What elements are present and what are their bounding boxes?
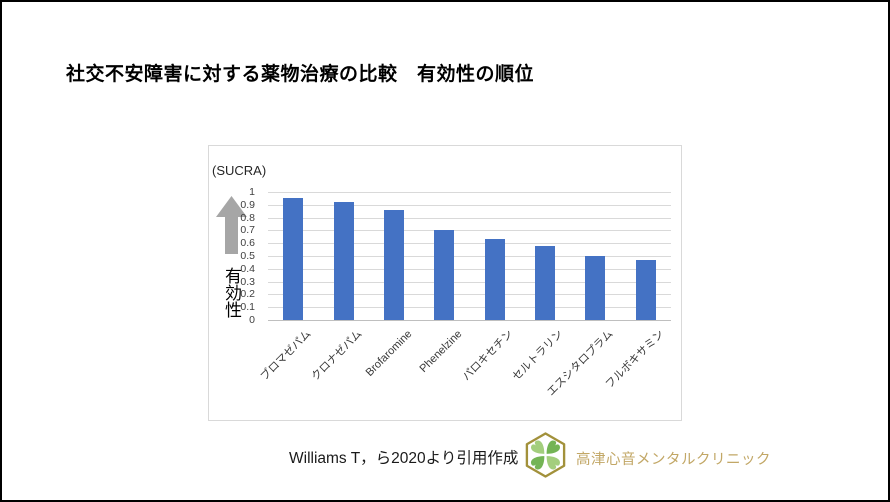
x-axis-line (268, 320, 671, 321)
chart-bar (484, 239, 505, 320)
y-tick-label: 0.7 (240, 224, 255, 237)
x-axis-label: エスシタロプラム (545, 328, 616, 399)
x-axis-label: Phenelzine (417, 328, 465, 375)
page-title: 社交不安障害に対する薬物治療の比較 有効性の順位 (66, 64, 535, 85)
y-axis-unit-label: (SUCRA) (212, 163, 267, 178)
y-axis: 1 0.9 0.8 0.7 0.6 0.5 0.4 0.3 0.2 0.1 0 (209, 186, 255, 326)
y-tick-label: 0.1 (240, 301, 255, 314)
gridline (268, 268, 671, 270)
y-tick-label: 0.3 (240, 275, 255, 288)
y-tick-label: 1 (249, 186, 255, 198)
x-axis-label: Brofaromine (363, 328, 415, 379)
chart-bar (383, 209, 404, 320)
gridline (268, 256, 671, 257)
up-arrow-icon (216, 196, 247, 254)
gridline (268, 243, 671, 245)
clinic-logo-icon (525, 432, 566, 478)
y-tick-label: 0.8 (240, 211, 255, 224)
chart-bar (635, 259, 656, 320)
gridline (268, 217, 671, 219)
gridline (268, 230, 671, 232)
y-tick-label: 0.5 (240, 250, 255, 262)
chart-bar (535, 245, 556, 320)
x-axis-label: ブロマゼパム (258, 328, 314, 384)
y-tick-label: 0 (249, 314, 255, 326)
gridline (268, 281, 671, 283)
x-axis: ブロマゼパム クロナゼパム Brofaromine Phenelzine パロキセチンセ… (259, 328, 671, 420)
gridline (268, 307, 671, 309)
citation-text: Williams T，ら2020より引用作成 (289, 450, 519, 467)
y-axis-annotation: 有効性 (222, 267, 241, 318)
clinic-name: 高津心音メンタルクリニック (576, 452, 771, 468)
x-axis-label: クロナゼパム (308, 328, 365, 384)
x-axis-label: セルトラリン (510, 328, 566, 384)
up-arrow-shape (216, 196, 247, 254)
chart-bar (333, 202, 354, 320)
chart-bar (434, 230, 455, 320)
chart-bar (585, 256, 606, 320)
y-tick-label: 0.4 (240, 262, 255, 275)
x-axis-label: フルボキサミン (603, 328, 667, 391)
x-axis-label: パロキセチン (460, 328, 516, 384)
logo-clover (531, 440, 560, 470)
chart-container: (SUCRA) 有効性 1 0.9 0.8 0.7 0.6 0.5 0.4 0.3 0.2 0.1… (208, 145, 682, 421)
chart-bar (283, 198, 304, 320)
plot-area (268, 192, 671, 321)
y-tick-label: 0.2 (240, 288, 255, 301)
gridline (268, 294, 671, 296)
y-tick-label: 0.9 (240, 198, 255, 211)
gridline (268, 204, 671, 206)
y-tick-label: 0.6 (240, 237, 255, 250)
gridline (268, 192, 671, 193)
logo-hexagon (525, 432, 566, 478)
